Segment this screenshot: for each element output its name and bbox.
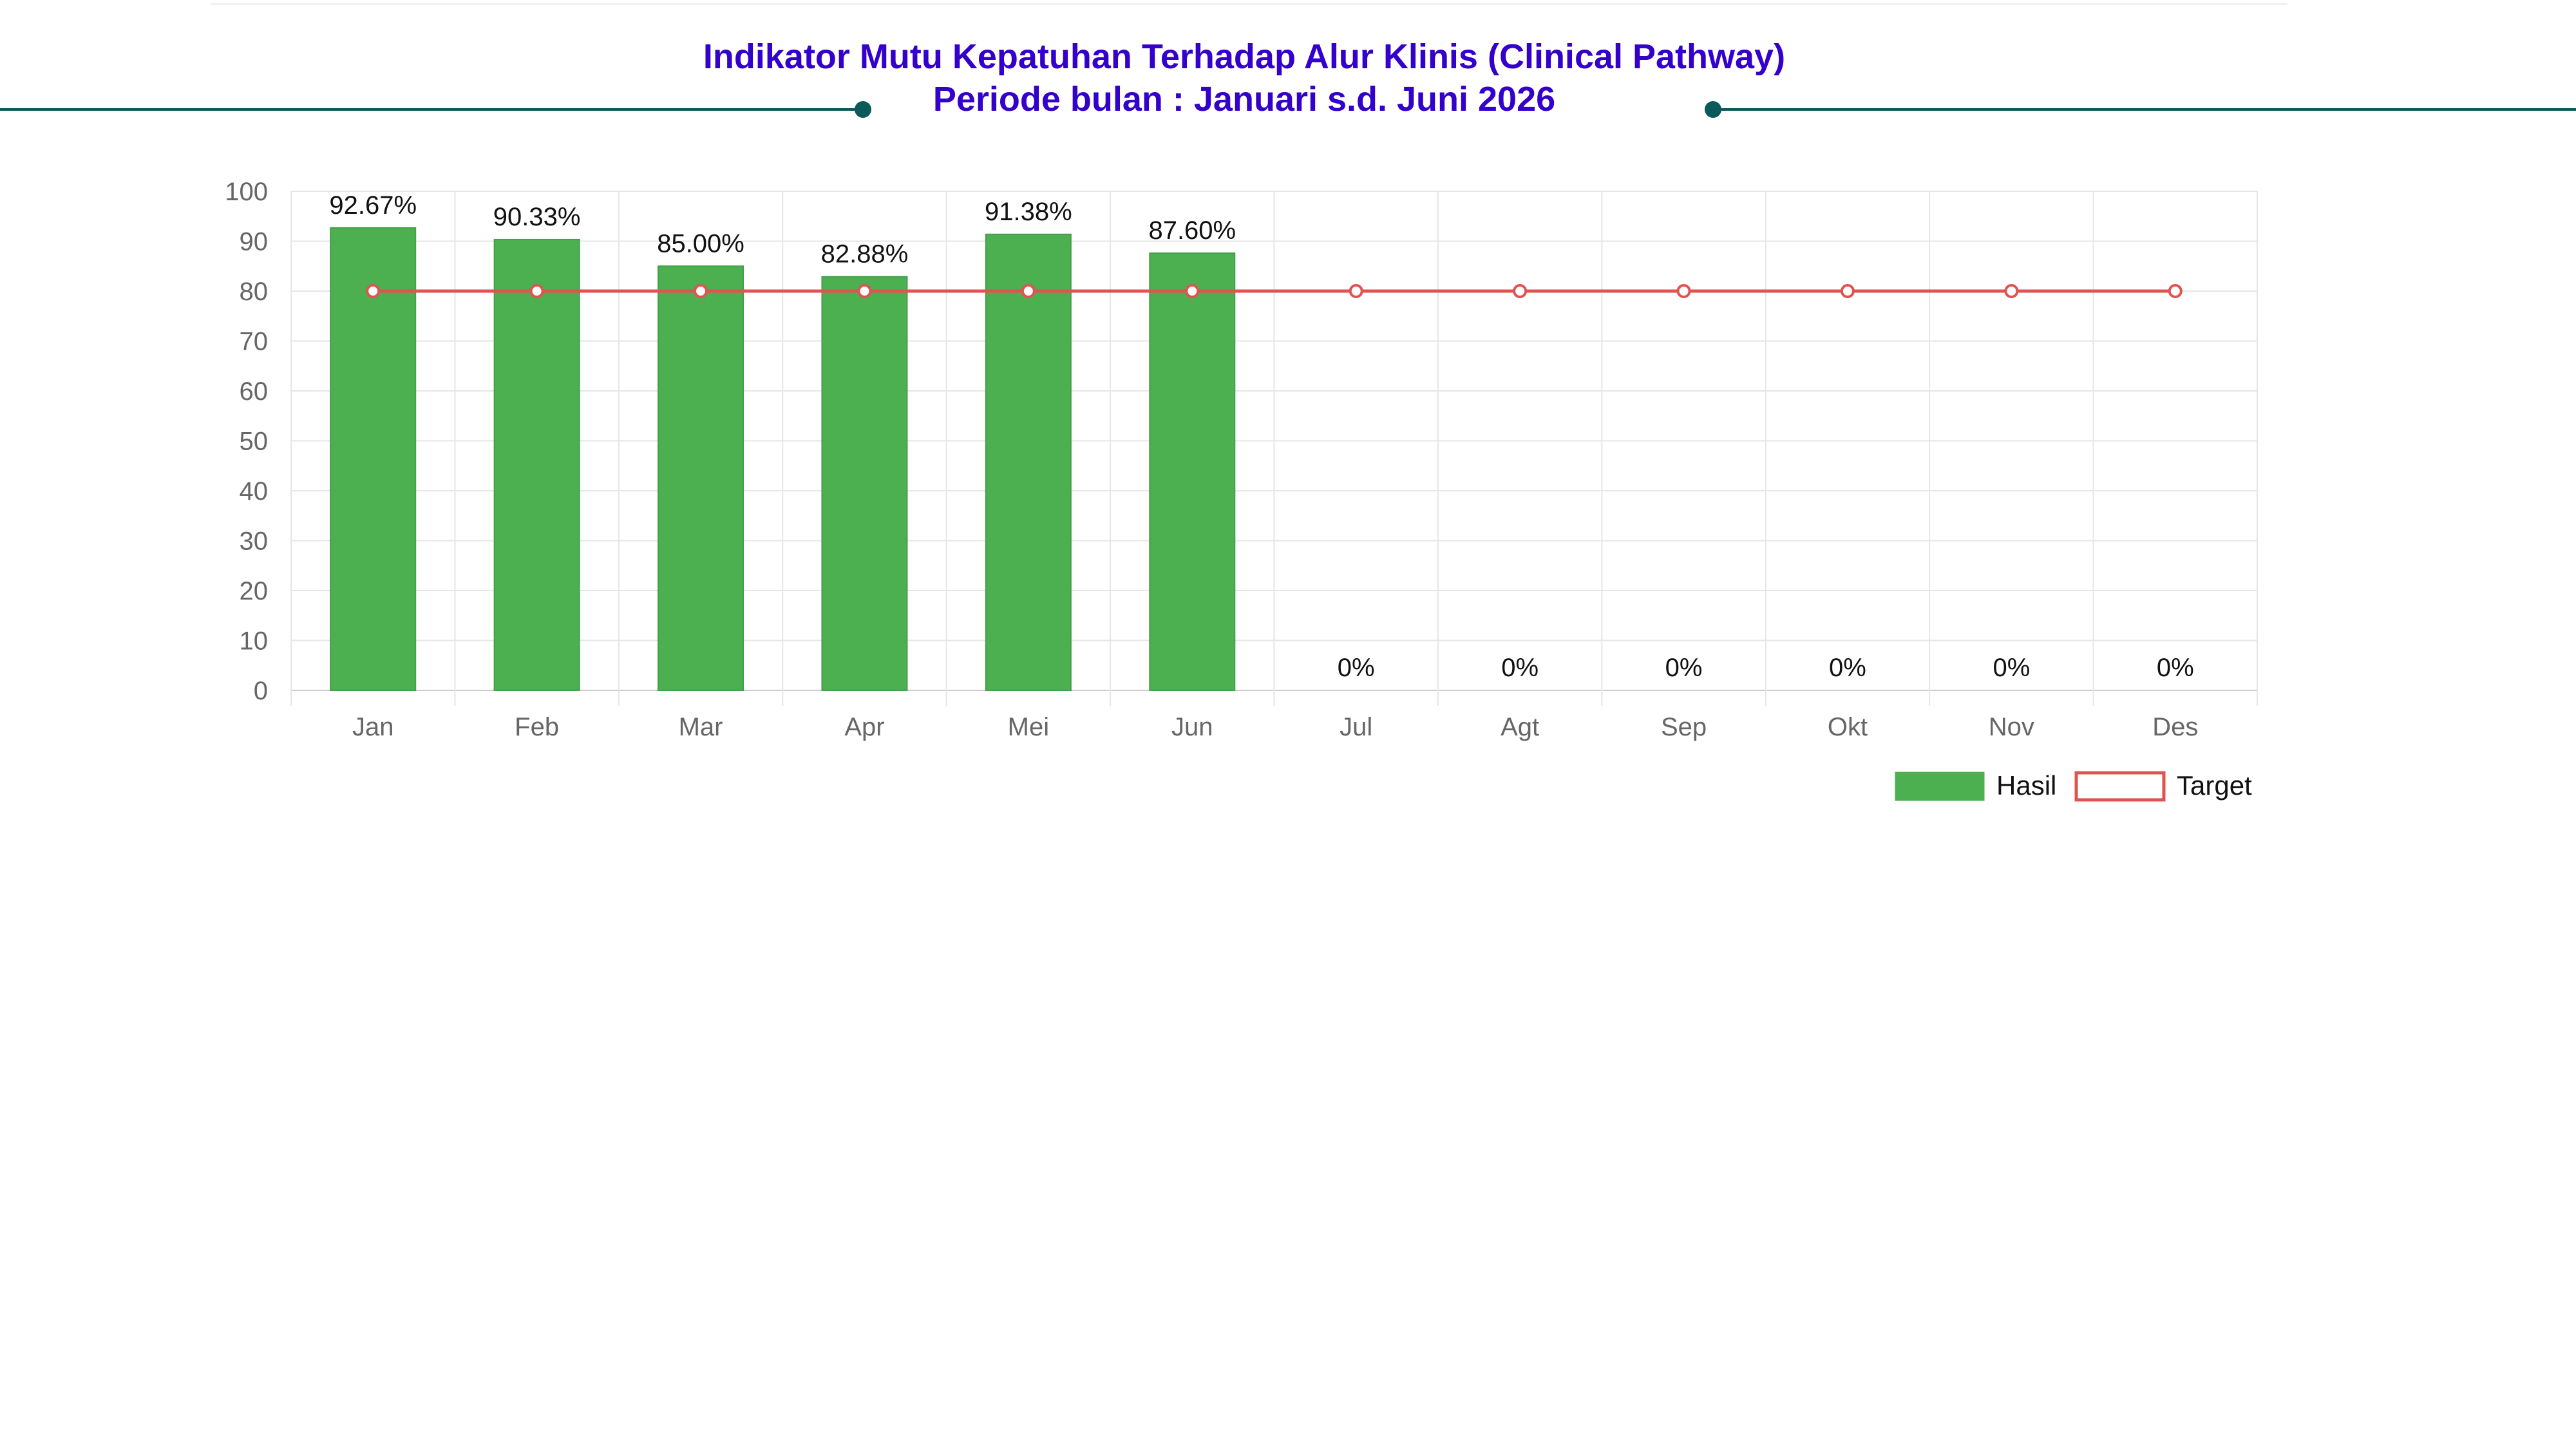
- y-tick-label: 30: [240, 527, 269, 556]
- x-tick-label: Jan: [352, 713, 394, 741]
- title-decoration-left-dot: [855, 101, 871, 118]
- bar-hasil: [330, 227, 417, 691]
- y-tick-label: 10: [240, 627, 269, 656]
- bar-hasil: [658, 265, 744, 691]
- y-tick-label: 100: [225, 178, 268, 206]
- target-point: [1349, 284, 1363, 298]
- x-tick-label: Mar: [679, 713, 723, 741]
- bar-hasil: [1149, 252, 1236, 692]
- x-tick-label: Mei: [1008, 713, 1049, 741]
- x-tick-label: Sep: [1661, 713, 1707, 741]
- x-tick-label: Des: [2152, 713, 2198, 741]
- bar-data-label: 87.60%: [1148, 216, 1236, 245]
- target-point: [1676, 284, 1691, 298]
- target-point: [1185, 284, 1200, 298]
- target-point: [529, 284, 544, 298]
- x-tick-label: Apr: [844, 713, 884, 741]
- y-tick-label: 50: [240, 428, 269, 456]
- legend-swatch-target: [2074, 771, 2166, 802]
- target-point: [1021, 284, 1036, 298]
- top-divider: [211, 3, 2287, 5]
- x-tick-label: Okt: [1828, 713, 1868, 741]
- target-point: [694, 284, 708, 298]
- target-point: [1840, 284, 1855, 298]
- bar-hasil: [985, 233, 1072, 691]
- bar-data-label: 0%: [2157, 654, 2194, 682]
- target-point: [366, 284, 381, 298]
- chart-header: Indikator Mutu Kepatuhan Terhadap Alur K…: [0, 35, 2488, 120]
- chart-subtitle: Periode bulan : Januari s.d. Juni 2026: [933, 80, 1556, 118]
- x-tick-label: Jul: [1340, 713, 1372, 741]
- bar-data-label: 90.33%: [493, 203, 581, 231]
- y-tick-label: 40: [240, 477, 269, 506]
- y-tick-label: 80: [240, 278, 269, 306]
- x-tick-label: Feb: [515, 713, 559, 741]
- bar-data-label: 82.88%: [821, 240, 909, 269]
- title-decoration-right-line: [1713, 108, 2576, 111]
- chart-title: Indikator Mutu Kepatuhan Terhadap Alur K…: [703, 37, 1786, 76]
- bar-hasil: [821, 276, 908, 691]
- legend-swatch-hasil: [1895, 772, 1985, 801]
- bar-data-label: 91.38%: [985, 198, 1072, 226]
- bar-data-label: 0%: [1665, 654, 1703, 682]
- bar-data-label: 0%: [1993, 654, 2030, 682]
- title-decoration-right-dot: [1705, 101, 1721, 118]
- bar-data-label: 85.00%: [657, 229, 744, 258]
- target-point: [857, 284, 872, 298]
- y-tick-label: 70: [240, 328, 269, 356]
- y-tick-label: 0: [254, 677, 268, 705]
- legend-label-hasil: Hasil: [1996, 770, 2056, 800]
- y-tick-label: 90: [240, 228, 269, 256]
- target-point: [2004, 284, 2019, 298]
- bar-data-label: 0%: [1338, 654, 1375, 682]
- bar-data-label: 0%: [1829, 654, 1866, 682]
- y-tick-label: 20: [240, 577, 269, 605]
- bar-hasil: [493, 238, 580, 691]
- bar-data-label: 92.67%: [329, 191, 417, 220]
- x-tick-label: Jun: [1171, 713, 1213, 741]
- legend-label-target: Target: [2177, 770, 2252, 800]
- x-tick-label: Nov: [1989, 713, 2034, 741]
- target-point: [2168, 284, 2183, 298]
- y-tick-label: 60: [240, 377, 269, 406]
- target-point: [1513, 284, 1528, 298]
- bar-data-label: 0%: [1501, 654, 1539, 682]
- x-tick-label: Agt: [1501, 713, 1539, 741]
- title-decoration-left-line: [0, 108, 863, 111]
